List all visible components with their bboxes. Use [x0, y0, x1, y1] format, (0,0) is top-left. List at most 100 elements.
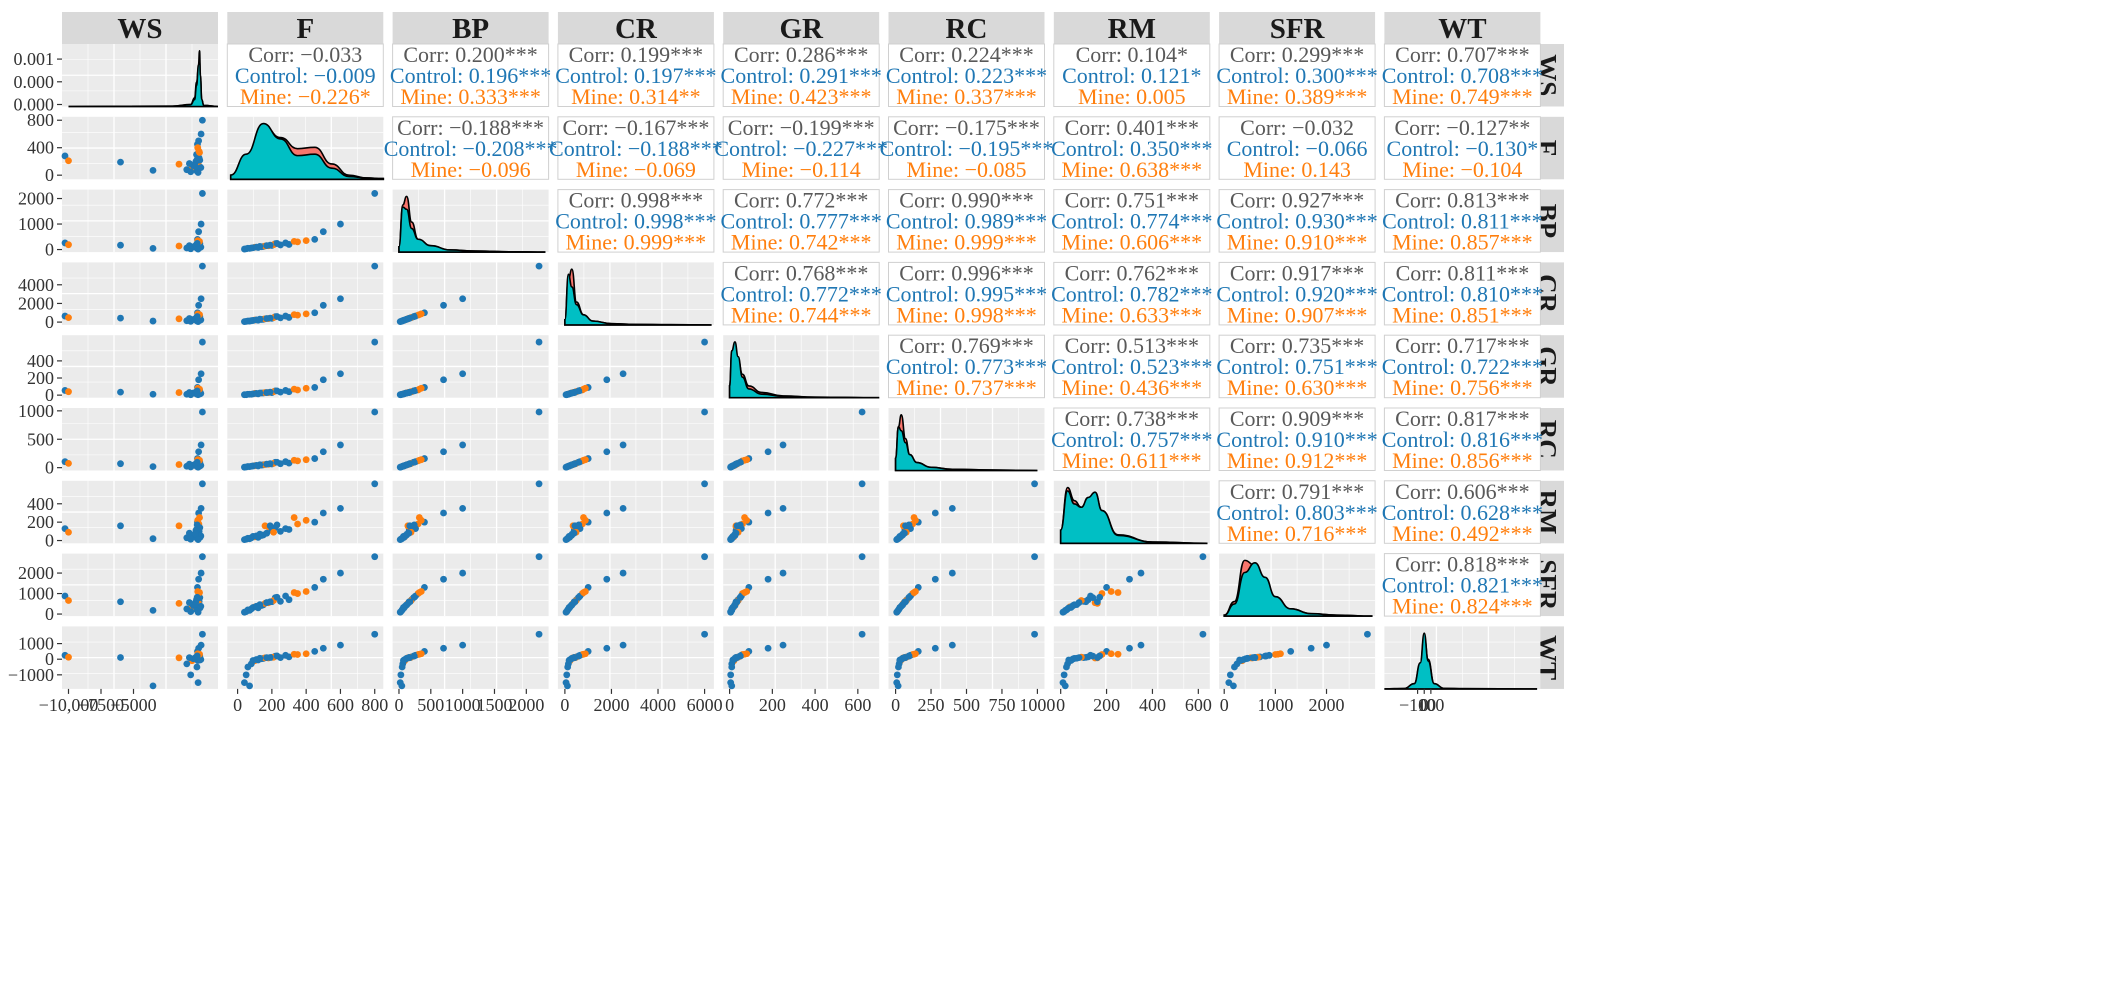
column-strip-label: RC [946, 13, 988, 45]
scatter-point-control [1137, 569, 1145, 577]
corr-control-value: Control: 0.223*** [886, 63, 1047, 88]
y-tick-label-rc: 0 [45, 458, 54, 478]
scatter-panel-f-ws [61, 116, 218, 180]
corr-panel-ws-gr: Corr: 0.286***Control: 0.291***Mine: 0.4… [721, 42, 882, 109]
scatter-point-mine [1274, 650, 1282, 658]
y-tick-label-wt: 0 [45, 649, 54, 669]
x-tick-label-sfr: 0 [1220, 695, 1229, 715]
corr-panel-cr-gr: Corr: 0.768***Control: 0.772***Mine: 0.7… [721, 260, 882, 327]
corr-panel-ws-cr: Corr: 0.199***Control: 0.197***Mine: 0.3… [555, 42, 716, 109]
scatter-point-control [603, 448, 611, 456]
scatter-point-control [193, 593, 201, 601]
corr-mine-value: Mine: 0.998*** [896, 302, 1037, 327]
scatter-panel-wt-ws [61, 626, 218, 690]
scatter-point-control [266, 522, 274, 530]
scatter-point-control [117, 158, 124, 166]
scatter-point-control [186, 654, 193, 662]
scatter-point-control [1087, 592, 1094, 600]
column-strip-bg [1053, 12, 1210, 44]
corr-overall-value: Corr: 0.996*** [899, 260, 1033, 285]
scatter-point-control [948, 569, 956, 577]
corr-panel-bg [557, 116, 715, 180]
corr-panel-cr-wt: Corr: 0.811***Control: 0.810***Mine: 0.8… [1382, 260, 1543, 327]
scatter-point-control [1262, 652, 1270, 660]
scatter-point-control [1249, 654, 1257, 662]
corr-control-value: Control: 0.811*** [1382, 209, 1543, 234]
corr-overall-value: Corr: 0.751*** [1065, 188, 1199, 213]
scatter-point-control [1096, 652, 1104, 660]
corr-overall-value: Corr: 0.772*** [734, 188, 868, 213]
x-tick-label-f: 600 [327, 695, 354, 715]
scatter-point-control [187, 535, 195, 543]
scatter-point-control [931, 644, 939, 652]
scatter-point-control [1075, 599, 1083, 606]
x-tick-label-cr: 6000 [687, 695, 723, 715]
scatter-point-control [319, 509, 327, 517]
scatter-point-control [199, 408, 206, 416]
scatter-point-control [193, 652, 201, 660]
scatter-point-control [311, 309, 319, 317]
corr-control-value: Control: 0.291*** [721, 63, 882, 88]
density-panel-ws [62, 44, 219, 108]
corr-panel-bg [888, 116, 1045, 180]
y-tick-label-bp: 2000 [18, 189, 54, 209]
column-strip-rc: RC [888, 12, 1045, 45]
corr-overall-value: Corr: 0.199*** [569, 42, 703, 67]
scatter-point-control [191, 601, 199, 609]
scatter-point-control [149, 535, 157, 543]
scatter-panel-sfr-ws [61, 553, 218, 617]
scatter-point-mine [580, 514, 587, 521]
scatter-point-control [727, 671, 735, 679]
corr-panel-bg [1383, 116, 1541, 180]
scatter-point-control [1323, 641, 1330, 649]
corr-panel-bg [722, 261, 880, 326]
scatter-panel-cr-bp [392, 262, 549, 326]
scatter-point-control [193, 313, 201, 320]
corr-control-value: Control: 0.816*** [1382, 427, 1543, 452]
scatter-point-control [199, 262, 206, 270]
scatter-point-control [440, 448, 447, 456]
scatter-point-control [199, 190, 206, 197]
scatter-panel-gr-cr [557, 335, 714, 399]
corr-mine-value: Mine: 0.389*** [1227, 84, 1368, 109]
corr-mine-value: Mine: 0.737*** [896, 375, 1037, 400]
scatter-point-control [535, 480, 543, 488]
corr-control-value: Control: 0.910*** [1216, 427, 1377, 452]
scatter-point-control [263, 529, 271, 537]
scatter-panel-rc-cr [557, 408, 714, 471]
scatter-panel-wt-f [227, 626, 384, 690]
corr-panel-bg [1218, 480, 1376, 544]
scatter-point-mine [175, 242, 183, 250]
scatter-point-control [619, 370, 627, 378]
scatter-point-control [319, 301, 327, 309]
scatter-point-control [149, 682, 157, 690]
corr-overall-value: Corr: −0.175*** [893, 115, 1040, 140]
corr-overall-value: Corr: 0.817*** [1395, 406, 1529, 431]
corr-mine-value: Mine: 0.824*** [1392, 594, 1533, 619]
corr-overall-value: Corr: 0.909*** [1230, 406, 1364, 431]
corr-mine-value: Mine: 0.910*** [1227, 230, 1368, 255]
scatter-point-control [311, 384, 319, 391]
column-strip-label: CR [615, 13, 658, 45]
corr-panel-gr-wt: Corr: 0.717***Control: 0.722***Mine: 0.7… [1382, 333, 1543, 400]
corr-control-value: Control: 0.930*** [1216, 209, 1377, 234]
density-panel-sfr [1219, 553, 1376, 617]
corr-overall-value: Corr: 0.769*** [899, 333, 1033, 358]
corr-overall-value: Corr: 0.299*** [1230, 42, 1364, 67]
scatter-panel-rm-f [227, 480, 384, 544]
y-tick-label-bp: 1000 [18, 214, 54, 234]
scatter-point-mine [302, 237, 310, 245]
y-tick-label-cr: 4000 [18, 275, 54, 295]
scatter-point-control [195, 448, 203, 456]
scatter-point-control [1063, 663, 1070, 671]
corr-control-value: Control: −0.009 [235, 63, 376, 88]
scatter-point-control [893, 608, 901, 616]
scatter-point-control [371, 262, 379, 270]
corr-control-value: Control: 0.722*** [1382, 354, 1543, 379]
scatter-point-control [149, 166, 157, 174]
corr-control-value: Control: −0.195*** [880, 136, 1054, 161]
corr-control-value: Control: 0.773*** [886, 354, 1047, 379]
corr-control-value: Control: −0.227*** [714, 136, 888, 161]
column-strip-bg [62, 12, 218, 44]
scatter-point-control [199, 630, 206, 638]
